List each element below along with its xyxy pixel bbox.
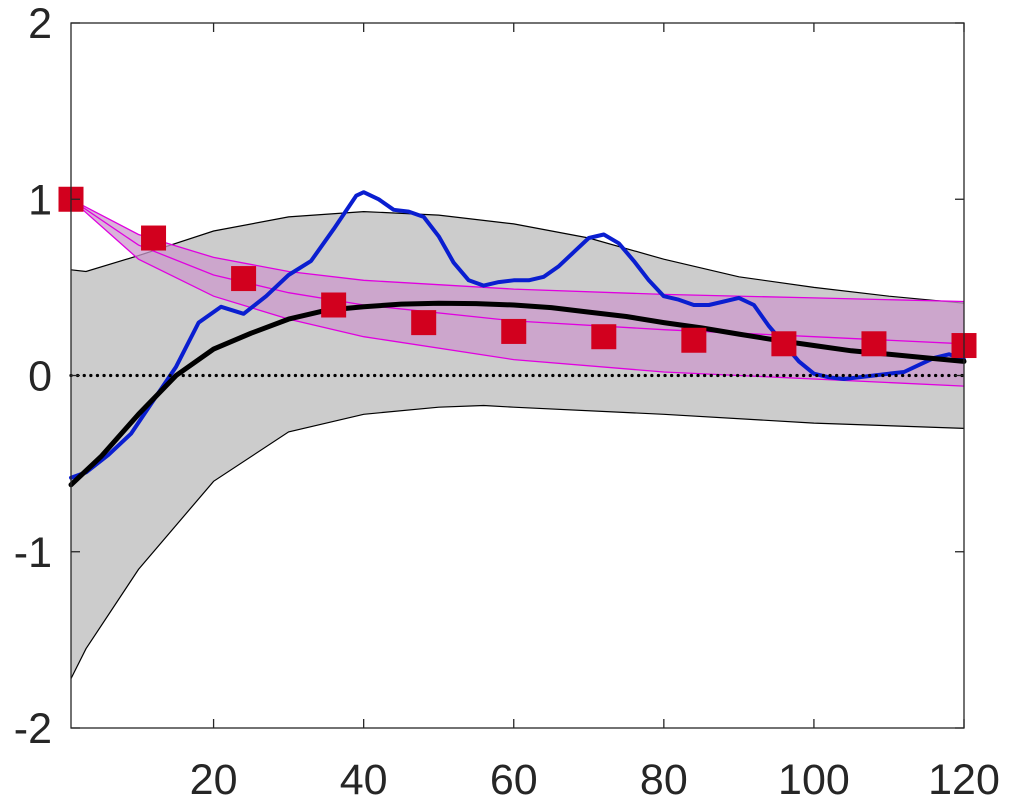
x-tick-label: 60 bbox=[490, 756, 538, 804]
x-tick-label: 100 bbox=[778, 756, 850, 804]
marker bbox=[141, 225, 167, 251]
marker bbox=[591, 324, 617, 350]
x-tick-label: 20 bbox=[190, 756, 238, 804]
blue-line bbox=[69, 190, 966, 480]
marker bbox=[681, 327, 707, 353]
x-tick-label: 80 bbox=[640, 756, 688, 804]
x-axis: 20 40 60 80 100 120 bbox=[190, 23, 1000, 804]
black-line bbox=[68, 300, 967, 488]
y-tick-label: 0 bbox=[28, 353, 52, 401]
pink-band bbox=[71, 199, 964, 387]
marker bbox=[771, 331, 797, 357]
gray-band-lower-line bbox=[70, 404, 965, 679]
x-tick-label: 120 bbox=[928, 756, 1000, 804]
marker bbox=[501, 318, 527, 344]
y-axis: 2 1 0 -1 -2 bbox=[14, 0, 964, 753]
marker bbox=[321, 292, 347, 318]
y-tick-label: 2 bbox=[28, 0, 52, 48]
y-tick-label: -2 bbox=[14, 705, 52, 753]
y-tick-label: 1 bbox=[28, 176, 52, 224]
y-tick-label: -1 bbox=[14, 529, 52, 577]
marker bbox=[231, 266, 257, 292]
marker bbox=[861, 331, 887, 357]
marker bbox=[411, 310, 437, 336]
x-tick-label: 40 bbox=[340, 756, 388, 804]
